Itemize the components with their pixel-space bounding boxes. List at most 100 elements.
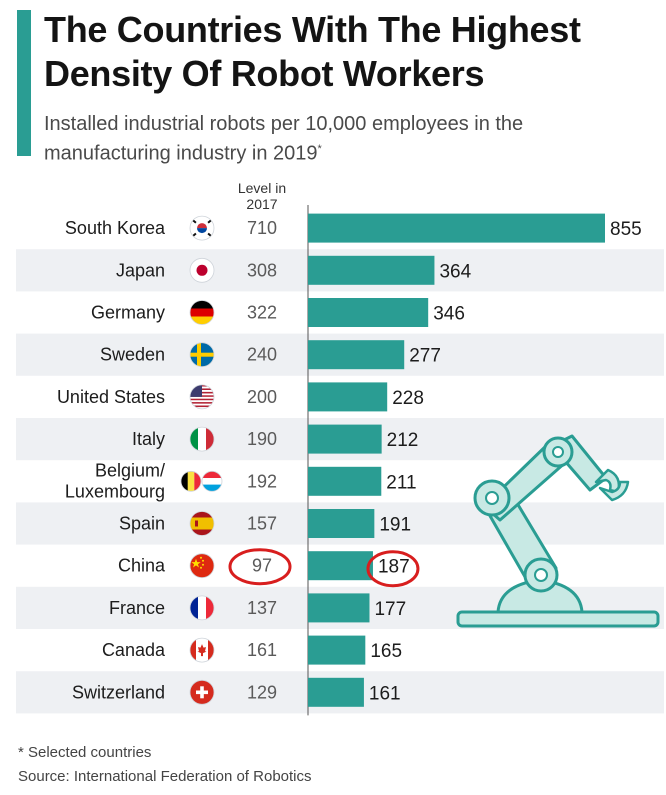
south-korea-flag-icon [189,215,215,241]
flag-outline [189,384,215,410]
flag-part [190,407,214,409]
subtitle-text: Installed industrial robots per 10,000 e… [44,113,524,165]
robot-arm-icon [456,434,660,628]
category-label: Germany [91,303,165,323]
category-label: United States [57,387,165,407]
level-2017-label: 129 [247,682,277,702]
robot-gripper [598,480,630,502]
flag-outline [189,426,215,452]
flag-body [190,384,214,409]
flag-outline [201,470,223,492]
bar-italy [308,424,382,454]
bar-belgium-luxembourg [308,466,382,496]
flag-body [190,511,214,536]
flag-part [190,400,214,403]
flag-part [194,471,201,492]
flag-part [200,556,202,559]
category-label-line: Belgium/ [95,460,165,480]
level-2017-label: 97 [252,556,272,576]
spain-flag-icon [189,511,215,536]
level-2017-label: 308 [247,260,277,280]
category-label: Japan [116,260,165,280]
flag-outline [189,511,215,536]
bar-spain [308,509,375,538]
flag-part [198,595,206,620]
chart-subtitle: Installed industrial robots per 10,000 e… [44,112,604,167]
flag-part [198,427,206,452]
bar-canada [308,635,366,665]
value-label: 228 [392,388,424,409]
level-2017-label: 710 [247,218,277,238]
flag-part [197,644,207,657]
flag-part [202,471,222,479]
flag-outline [189,637,215,663]
flag-part [202,484,222,492]
category-label: France [109,598,165,618]
flag-body [190,216,214,241]
japan-flag-icon [189,257,215,283]
level-2017-label: 322 [247,303,277,323]
flag-body [190,300,214,325]
flag-part [200,686,204,699]
flag-part [190,308,214,317]
flag-part [197,342,201,367]
title-accent-bar [17,10,31,156]
flag-outline [180,470,202,492]
flag-part [202,563,204,566]
flag-part [195,520,198,527]
flag-body [190,638,214,663]
flag-outline [189,679,215,705]
germany-flag-icon [189,300,215,325]
value-label: 161 [369,683,401,704]
flag-part [208,638,214,663]
flag-body [181,471,201,492]
bar-switzerland [308,677,364,707]
value-label: 177 [374,599,406,620]
flag-body [190,342,214,367]
flag-outline [189,595,215,621]
bar-south-korea [308,213,605,243]
flag-outline [189,553,215,579]
bar-france [308,593,370,623]
footnote: * Selected countries [18,744,152,761]
flag-part [202,559,204,562]
flag-part [190,352,214,357]
value-label: 855 [610,219,642,240]
flag-outline [189,300,215,325]
flag-part [190,402,214,404]
flag-part [197,223,207,229]
united-states-flag-icon [189,384,215,410]
flag-outline [189,342,215,368]
flag-part [190,517,214,530]
flag-part [197,228,207,234]
flag-body [202,471,222,492]
chart-title: The Countries With The Highest Density O… [44,9,581,94]
switzerland-flag-icon [189,679,215,705]
flag-part [190,638,196,663]
flag-body [190,680,214,705]
flag-part [181,471,188,492]
bar-china [308,551,373,581]
flag-outline [189,215,215,241]
flag-part [196,264,208,276]
flag-part [190,405,214,408]
category-label: Italy [132,429,165,449]
flag-part [200,566,202,569]
flag-part [202,478,222,485]
category-label: Spain [119,514,165,534]
flag-part [190,511,214,518]
flag-body [190,553,214,578]
value-label: 187 [378,557,410,578]
category-label: South Korea [65,218,166,238]
flag-part [190,300,214,309]
robot-base-plate [456,610,660,628]
flag-part [206,427,214,452]
category-label-line: Luxembourg [65,481,165,501]
category-label: Canada [102,640,166,660]
flag-part [190,529,214,536]
flag-part [191,558,201,568]
bar-germany [308,298,429,327]
value-label: 165 [370,641,402,662]
highlight-circle-2019 [366,550,420,588]
